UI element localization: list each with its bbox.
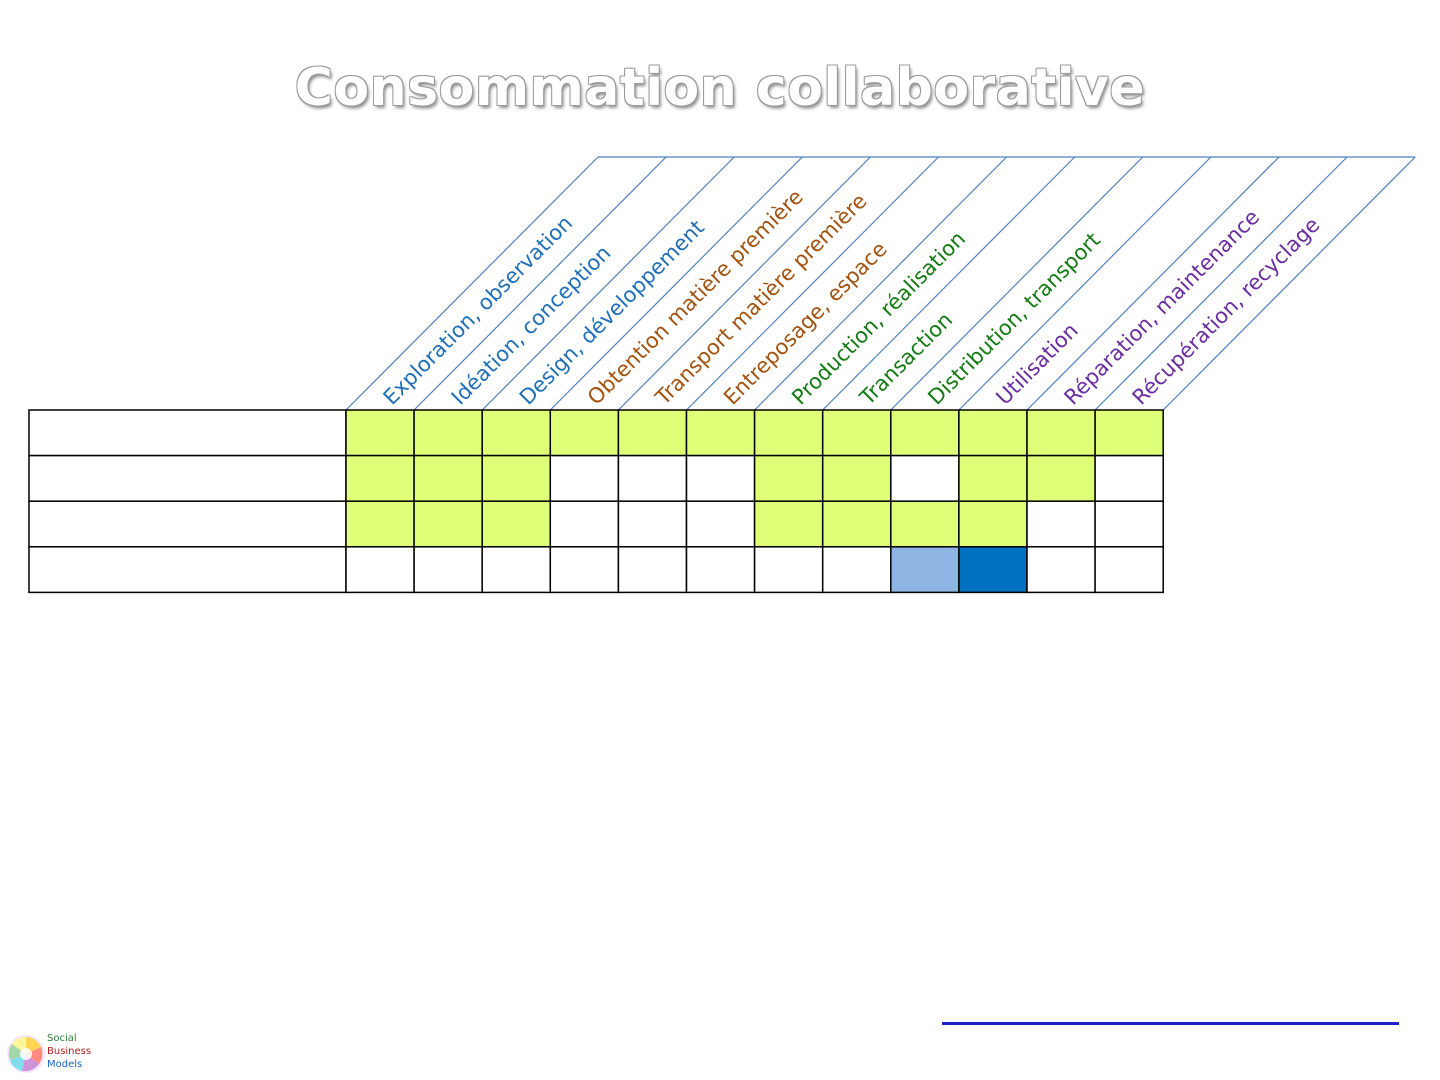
header-guide-line xyxy=(1094,156,1348,411)
matrix-cell xyxy=(685,454,756,502)
matrix-cell xyxy=(958,409,1028,457)
matrix-cell xyxy=(1026,409,1096,457)
matrix-cell xyxy=(1094,409,1164,457)
matrix-cell xyxy=(413,546,483,594)
matrix-cell xyxy=(685,546,756,594)
header-guide-line xyxy=(1162,156,1416,411)
matrix-cell xyxy=(345,454,415,502)
matrix-cell xyxy=(549,546,620,594)
matrix-cell xyxy=(958,500,1028,548)
social-business-models-logo: Social Business Models xyxy=(6,1032,116,1076)
matrix-cell xyxy=(890,409,960,457)
matrix-cell xyxy=(345,409,415,457)
matrix-cell xyxy=(685,409,756,457)
matrix-cell xyxy=(549,500,620,548)
matrix-cell xyxy=(549,409,620,457)
matrix-cell xyxy=(821,454,892,502)
matrix-cell xyxy=(617,546,688,594)
header-guide-line xyxy=(549,156,803,411)
matrix-cell xyxy=(413,409,483,457)
matrix-cell xyxy=(1094,546,1164,594)
header-guide-line xyxy=(345,156,599,411)
matrix-cell xyxy=(481,546,552,594)
matrix-cell xyxy=(821,546,892,594)
matrix-cell xyxy=(1026,546,1096,594)
color-wheel-icon xyxy=(7,1035,45,1073)
row-label-cell xyxy=(28,409,347,457)
matrix-cell xyxy=(481,500,552,548)
matrix-cell xyxy=(345,546,415,594)
matrix-cell xyxy=(617,454,688,502)
header-guide-line xyxy=(1026,156,1280,411)
matrix-cell xyxy=(413,500,483,548)
matrix-cell xyxy=(1026,500,1096,548)
matrix-cell xyxy=(1026,454,1096,502)
matrix-cell xyxy=(617,409,688,457)
header-guide-line xyxy=(413,156,667,411)
matrix-cell xyxy=(345,500,415,548)
header-guide-line xyxy=(617,156,871,411)
matrix-cell xyxy=(890,500,960,548)
matrix-cell xyxy=(617,500,688,548)
matrix-cell xyxy=(753,546,824,594)
matrix-cells xyxy=(345,409,1164,594)
column-header-guides xyxy=(345,156,1416,411)
logo-text-social: Social xyxy=(47,1033,77,1044)
header-guide-line xyxy=(822,156,1076,411)
matrix-cell xyxy=(890,546,960,594)
row-label-cells xyxy=(28,409,347,594)
row-label-cell xyxy=(28,454,347,502)
matrix-cell xyxy=(549,454,620,502)
matrix-cell xyxy=(958,454,1028,502)
matrix-cell xyxy=(958,546,1028,594)
logo-text-models: Models xyxy=(47,1059,83,1070)
header-guide-line xyxy=(958,156,1212,411)
matrix-cell xyxy=(753,454,824,502)
matrix-cell xyxy=(413,454,483,502)
logo-text-business: Business xyxy=(47,1046,92,1057)
matrix-cell xyxy=(753,500,824,548)
header-guide-line xyxy=(754,156,1008,411)
matrix-cell xyxy=(753,409,824,457)
matrix-cell xyxy=(481,409,552,457)
page-title: Consommation collaborative xyxy=(294,58,1146,118)
row-label-cell xyxy=(28,546,347,594)
matrix-cell xyxy=(890,454,960,502)
matrix-cell xyxy=(1094,454,1164,502)
header-guide-line xyxy=(481,156,735,411)
matrix-cell xyxy=(1094,500,1164,548)
matrix-cell xyxy=(685,500,756,548)
matrix-cell xyxy=(481,454,552,502)
header-guide-line xyxy=(686,156,939,411)
matrix-cell xyxy=(821,409,892,457)
matrix-cell xyxy=(821,500,892,548)
footer-rule xyxy=(942,1022,1399,1025)
header-guide-line xyxy=(890,156,1144,411)
row-label-cell xyxy=(28,500,347,548)
